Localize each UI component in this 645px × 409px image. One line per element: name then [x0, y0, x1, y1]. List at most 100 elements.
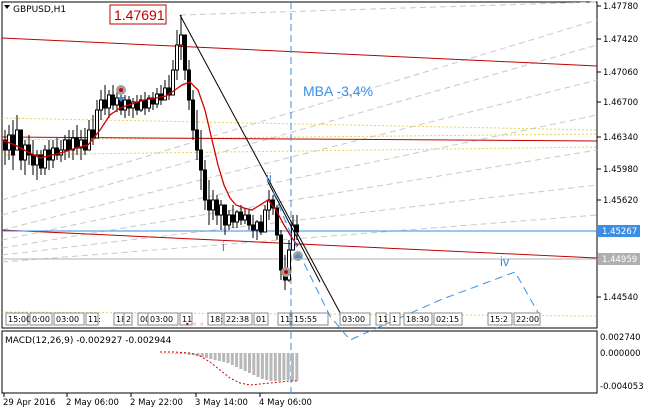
timeline-box: 03:00 — [53, 312, 85, 326]
trade-marker-1[interactable] — [116, 85, 126, 102]
svg-text:2: 2 — [126, 315, 131, 324]
candle — [55, 138, 59, 160]
candle — [39, 150, 43, 175]
macd-pane[interactable] — [1, 330, 598, 394]
candle — [3, 130, 7, 165]
candle — [219, 200, 223, 230]
timeline-box: 22:00 — [513, 312, 541, 326]
fan-lines — [1, 1, 598, 263]
candle — [175, 30, 179, 80]
macd-histogram — [162, 353, 299, 381]
candle — [27, 135, 31, 165]
candle — [195, 110, 199, 160]
svg-text:GBPUSD,H1: GBPUSD,H1 — [13, 5, 66, 15]
price-tick-label: 1.45620 — [603, 196, 638, 206]
macd-bar — [282, 353, 286, 380]
macd-label: MACD(12,26,9) -0.002927 -0.002944 — [5, 336, 172, 346]
time-tick-label: 2 May 22:00 — [130, 398, 183, 408]
timeline-box: 18:30 — [403, 312, 433, 326]
macd-bar — [265, 353, 269, 380]
candle — [259, 215, 263, 235]
candle — [107, 90, 111, 118]
candle — [211, 190, 215, 220]
candle — [255, 220, 259, 240]
macd-bar — [226, 353, 230, 363]
candle — [251, 215, 255, 238]
timeline-box: 03:00 — [339, 312, 371, 326]
candle — [87, 120, 91, 151]
time-tick-label: 2 May 06:00 — [66, 398, 119, 408]
peak-label[interactable]: 1.47691 — [109, 4, 167, 25]
price-badge-blue[interactable]: 1.45267 — [598, 225, 640, 237]
candle — [103, 85, 107, 115]
svg-text:03:00: 03:00 — [56, 315, 79, 324]
candle — [191, 90, 195, 140]
descent-trend-line — [179, 14, 346, 323]
macd-bar — [174, 353, 178, 354]
macd-bar — [183, 353, 187, 354]
candle — [267, 190, 271, 220]
candle — [183, 34, 187, 80]
macd-bar — [239, 353, 243, 369]
timeline-box: 15:55 — [291, 312, 329, 326]
timeline-box: 2 — [123, 312, 133, 326]
macd-bar — [187, 353, 191, 355]
candle — [35, 150, 39, 180]
candle — [223, 204, 227, 235]
candle — [111, 85, 115, 110]
svg-text:00: 00 — [140, 315, 150, 324]
svg-text:18:30: 18:30 — [406, 315, 429, 324]
svg-text:0:00: 0:00 — [32, 315, 50, 324]
macd-bar — [295, 353, 299, 381]
macd-bar — [278, 353, 282, 381]
timeline-box: 11 — [375, 312, 388, 326]
candle — [279, 230, 283, 280]
svg-text:1: 1 — [392, 315, 397, 324]
svg-text:22:38: 22:38 — [226, 315, 249, 324]
svg-text:15:55: 15:55 — [294, 315, 317, 324]
candle — [203, 160, 207, 210]
candle — [247, 210, 251, 230]
main-pane[interactable] — [1, 1, 598, 329]
candle — [167, 75, 171, 100]
time-axis: 29 Apr 2016 2 May 06:00 2 May 22:00 3 May 1… — [3, 393, 312, 408]
macd-bar — [200, 353, 204, 357]
macd-bar — [205, 353, 208, 358]
timeline-box: 15:2 — [487, 312, 513, 326]
macd-bar — [235, 353, 239, 367]
timeline-box: 0:00 — [29, 312, 53, 326]
macd-bar — [256, 353, 260, 377]
svg-text:18:: 18: — [210, 315, 223, 324]
svg-text:03:00: 03:00 — [150, 315, 173, 324]
time-tick-label: 3 May 14:00 — [195, 398, 248, 408]
timeline-box: 01 — [253, 312, 269, 326]
svg-text:02:15: 02:15 — [436, 315, 459, 324]
trade-marker-3[interactable] — [281, 267, 291, 277]
price-tick-label: 1.46340 — [603, 133, 638, 143]
wave-label-ii: ii — [266, 170, 272, 185]
svg-text:1.44959: 1.44959 — [602, 255, 637, 265]
timeline-box: 11 — [179, 312, 193, 326]
price-badge-grey[interactable]: 1.44959 — [598, 253, 640, 265]
trade-marker-2[interactable] — [293, 251, 303, 261]
macd-bar — [209, 353, 213, 359]
time-tick-label: 4 May 06:00 — [259, 398, 312, 408]
mba-label: MBA -3,4% — [303, 83, 373, 99]
price-tick-label: 1.46700 — [603, 98, 638, 108]
candle — [263, 205, 267, 233]
timeline-box: 11: — [277, 312, 293, 326]
candle — [139, 95, 143, 112]
macd-bar — [162, 353, 165, 354]
symbol-label: GBPUSD,H1 — [4, 5, 66, 15]
candle — [171, 60, 175, 96]
price-tick-label: 1.45980 — [603, 165, 638, 175]
trend-lines — [1, 37, 598, 259]
svg-text:22:00: 22:00 — [516, 315, 539, 324]
timeline-box: 1 — [389, 312, 401, 326]
moving-average-line — [1, 81, 299, 247]
price-tick-label: 1.47780 — [603, 2, 638, 12]
candle — [215, 195, 219, 225]
macd-tick-label: 0.000000 — [600, 349, 641, 359]
price-axis: 1.47780 1.47420 1.47060 1.46700 1.46340 1.459… — [597, 2, 638, 303]
